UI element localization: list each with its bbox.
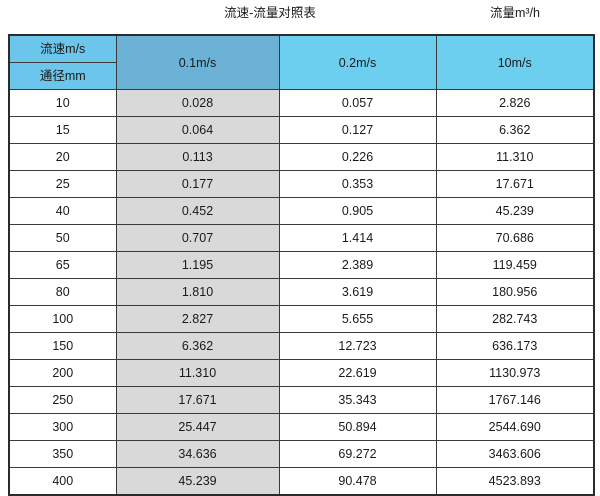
cell-diameter: 350: [8, 440, 117, 468]
header-diameter-label: 通径mm: [8, 62, 117, 90]
cell-diameter: 80: [8, 278, 117, 306]
cell-flow-1: 1.414: [278, 224, 437, 252]
cell-flow-0: 6.362: [115, 332, 280, 360]
table-row: 250 17.671 35.343 1767.146: [8, 386, 595, 414]
cell-flow-1: 90.478: [278, 467, 437, 496]
cell-flow-0: 0.028: [115, 89, 280, 117]
cell-diameter: 15: [8, 116, 117, 144]
cell-flow-1: 0.057: [278, 89, 437, 117]
header-column-0: 0.1m/s: [115, 34, 280, 90]
cell-flow-2: 6.362: [435, 116, 595, 144]
table-row: 350 34.636 69.272 3463.606: [8, 440, 595, 468]
table-row: 50 0.707 1.414 70.686: [8, 224, 595, 252]
cell-flow-2: 282.743: [435, 305, 595, 333]
cell-flow-1: 3.619: [278, 278, 437, 306]
cell-flow-1: 0.905: [278, 197, 437, 225]
page-title: 流速-流量对照表: [224, 6, 316, 20]
cell-diameter: 65: [8, 251, 117, 279]
cell-flow-0: 1.810: [115, 278, 280, 306]
cell-flow-1: 69.272: [278, 440, 437, 468]
table-row: 40 0.452 0.905 45.239: [8, 197, 595, 225]
header-column-1: 0.2m/s: [278, 34, 437, 90]
cell-diameter: 40: [8, 197, 117, 225]
cell-flow-0: 0.064: [115, 116, 280, 144]
cell-flow-0: 2.827: [115, 305, 280, 333]
table-row: 10 0.028 0.057 2.826: [8, 89, 595, 117]
cell-flow-2: 17.671: [435, 170, 595, 198]
cell-flow-0: 0.452: [115, 197, 280, 225]
cell-flow-0: 1.195: [115, 251, 280, 279]
table-row: 400 45.239 90.478 4523.893: [8, 467, 595, 496]
cell-flow-1: 12.723: [278, 332, 437, 360]
cell-flow-2: 11.310: [435, 143, 595, 171]
cell-flow-2: 180.956: [435, 278, 595, 306]
caption-strip: 流速-流量对照表 流量m³/h: [0, 0, 600, 34]
cell-flow-2: 4523.893: [435, 467, 595, 496]
cell-flow-1: 0.127: [278, 116, 437, 144]
table-row: 20 0.113 0.226 11.310: [8, 143, 595, 171]
table-row: 300 25.447 50.894 2544.690: [8, 413, 595, 441]
cell-diameter: 400: [8, 467, 117, 496]
header-velocity-label: 流速m/s: [8, 34, 117, 63]
cell-flow-1: 5.655: [278, 305, 437, 333]
cell-flow-2: 1130.973: [435, 359, 595, 387]
table-row: 25 0.177 0.353 17.671: [8, 170, 595, 198]
cell-flow-1: 22.619: [278, 359, 437, 387]
table-body: 流速m/s 0.1m/s 0.2m/s 10m/s 通径mm 10 0.028 0.…: [8, 34, 595, 496]
cell-flow-0: 0.707: [115, 224, 280, 252]
table-row: 200 11.310 22.619 1130.973: [8, 359, 595, 387]
cell-flow-2: 70.686: [435, 224, 595, 252]
table-row: 15 0.064 0.127 6.362: [8, 116, 595, 144]
cell-flow-0: 25.447: [115, 413, 280, 441]
cell-diameter: 10: [8, 89, 117, 117]
cell-flow-2: 119.459: [435, 251, 595, 279]
cell-flow-1: 50.894: [278, 413, 437, 441]
table-row: 150 6.362 12.723 636.173: [8, 332, 595, 360]
header-column-2: 10m/s: [435, 34, 595, 90]
cell-diameter: 150: [8, 332, 117, 360]
cell-flow-2: 2.826: [435, 89, 595, 117]
cell-flow-0: 17.671: [115, 386, 280, 414]
flow-velocity-table: 流速m/s 0.1m/s 0.2m/s 10m/s 通径mm 10 0.028 0.…: [8, 34, 595, 496]
cell-flow-2: 636.173: [435, 332, 595, 360]
table-header-row-top: 流速m/s 0.1m/s 0.2m/s 10m/s: [8, 34, 595, 90]
cell-diameter: 20: [8, 143, 117, 171]
cell-flow-2: 3463.606: [435, 440, 595, 468]
cell-diameter: 50: [8, 224, 117, 252]
cell-flow-0: 34.636: [115, 440, 280, 468]
flow-velocity-table-wrap: 流速m/s 0.1m/s 0.2m/s 10m/s 通径mm 10 0.028 0.…: [8, 34, 595, 496]
cell-flow-2: 2544.690: [435, 413, 595, 441]
cell-flow-0: 45.239: [115, 467, 280, 496]
cell-flow-1: 2.389: [278, 251, 437, 279]
cell-diameter: 250: [8, 386, 117, 414]
cell-diameter: 300: [8, 413, 117, 441]
table-row: 80 1.810 3.619 180.956: [8, 278, 595, 306]
cell-flow-0: 0.113: [115, 143, 280, 171]
table-row: 100 2.827 5.655 282.743: [8, 305, 595, 333]
cell-flow-0: 0.177: [115, 170, 280, 198]
cell-diameter: 100: [8, 305, 117, 333]
cell-flow-2: 45.239: [435, 197, 595, 225]
cell-diameter: 25: [8, 170, 117, 198]
table-row: 65 1.195 2.389 119.459: [8, 251, 595, 279]
cell-flow-1: 0.353: [278, 170, 437, 198]
unit-label: 流量m³/h: [489, 6, 540, 20]
cell-flow-1: 35.343: [278, 386, 437, 414]
cell-flow-1: 0.226: [278, 143, 437, 171]
cell-flow-0: 11.310: [115, 359, 280, 387]
cell-diameter: 200: [8, 359, 117, 387]
table-header-row-bottom: 通径mm: [8, 62, 594, 90]
cell-flow-2: 1767.146: [435, 386, 595, 414]
